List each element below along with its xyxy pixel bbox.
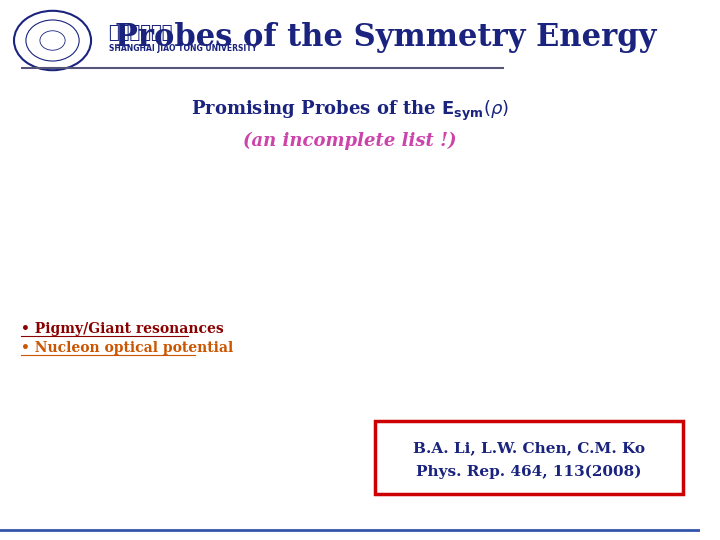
Text: Phys. Rep. 464, 113(2008): Phys. Rep. 464, 113(2008) (416, 464, 642, 478)
Text: • Nucleon optical potential: • Nucleon optical potential (21, 341, 233, 355)
FancyBboxPatch shape (374, 421, 683, 494)
Text: Probes of the Symmetry Energy: Probes of the Symmetry Energy (114, 22, 656, 53)
Text: B.A. Li, L.W. Chen, C.M. Ko: B.A. Li, L.W. Chen, C.M. Ko (413, 441, 645, 455)
Text: Promising Probes of the $\mathbf{E_{sym}}(\rho)$: Promising Probes of the $\mathbf{E_{sym}… (191, 99, 509, 123)
Text: (an incomplete list !): (an incomplete list !) (243, 131, 457, 150)
Text: 上海交通大学: 上海交通大学 (109, 24, 173, 43)
Text: • Pigmy/Giant resonances: • Pigmy/Giant resonances (21, 322, 224, 336)
Text: SHANGHAI JIAO TONG UNIVERSITY: SHANGHAI JIAO TONG UNIVERSITY (109, 44, 256, 53)
